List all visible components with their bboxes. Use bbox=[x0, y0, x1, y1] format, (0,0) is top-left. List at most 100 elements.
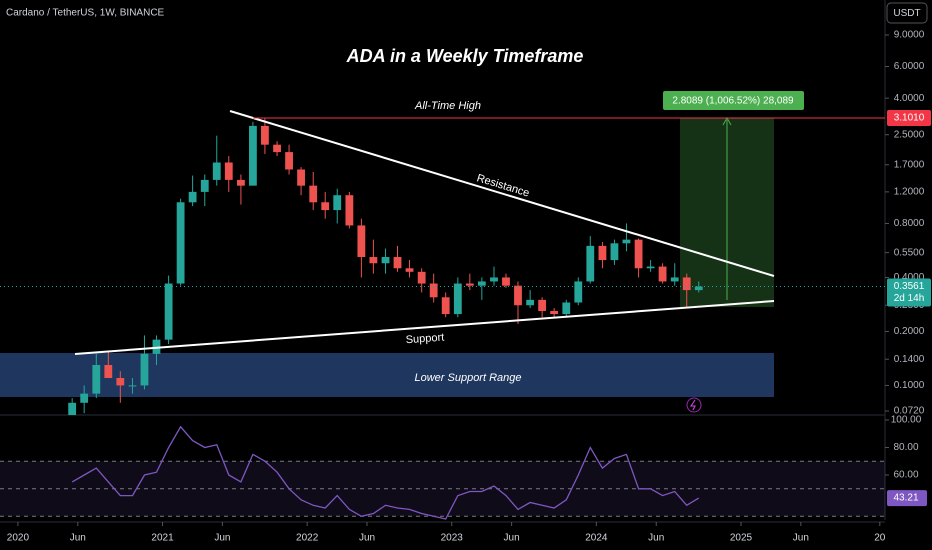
candle-body bbox=[465, 283, 474, 286]
candle-body bbox=[441, 297, 450, 315]
measure-label-box bbox=[663, 91, 804, 110]
y-tick-label: 0.5500 bbox=[894, 247, 925, 258]
candle-body bbox=[646, 266, 655, 269]
x-tick-label: 2021 bbox=[151, 533, 174, 544]
x-tick-label: Jun bbox=[359, 533, 375, 544]
rsi-tick-label: 100.00 bbox=[891, 415, 922, 426]
candle-body bbox=[116, 377, 125, 386]
y-tick-label: 0.4000 bbox=[894, 272, 925, 283]
candle-body bbox=[562, 302, 571, 315]
lower-support-band bbox=[0, 353, 774, 397]
support-line bbox=[74, 300, 775, 355]
y-tick-label: 9.0000 bbox=[894, 30, 925, 41]
x-tick-label: 2025 bbox=[730, 533, 753, 544]
chart-title: ADA in a Weekly Timeframe bbox=[346, 46, 584, 66]
support-label: Support bbox=[405, 332, 444, 347]
y-tick-label: 0.1400 bbox=[894, 354, 925, 365]
x-tick-label: 2022 bbox=[296, 533, 319, 544]
y-tick-label: 6.0000 bbox=[894, 61, 925, 72]
candle-body bbox=[273, 144, 281, 153]
candle-body bbox=[249, 125, 257, 186]
candle-body bbox=[477, 281, 486, 286]
candle-body bbox=[502, 277, 510, 286]
candle-body bbox=[68, 402, 77, 415]
candle-body bbox=[212, 162, 221, 180]
candle-body bbox=[152, 339, 161, 354]
x-tick-label: Jun bbox=[504, 533, 520, 544]
candle-body bbox=[622, 239, 631, 244]
candle-body bbox=[514, 285, 522, 306]
candle-body bbox=[357, 225, 366, 258]
y-tick-label: 0.2000 bbox=[894, 326, 925, 337]
candle-body bbox=[176, 202, 185, 284]
candle-body bbox=[429, 283, 438, 298]
candle-body bbox=[345, 195, 354, 226]
candle-body bbox=[682, 277, 691, 291]
y-tick-label: 0.0720 bbox=[894, 406, 925, 417]
candle-body bbox=[658, 266, 667, 282]
candle-body bbox=[237, 179, 245, 186]
candle-body bbox=[297, 169, 305, 186]
candle-body bbox=[80, 393, 89, 403]
last-price-box bbox=[887, 278, 931, 307]
event-icon[interactable] bbox=[686, 397, 702, 413]
candle-body bbox=[694, 286, 703, 291]
candle-body bbox=[610, 243, 619, 261]
candle-body bbox=[140, 353, 149, 386]
candle-body bbox=[574, 281, 583, 303]
candle-body bbox=[261, 125, 269, 145]
candle-body bbox=[224, 162, 233, 180]
candle-body bbox=[393, 257, 402, 269]
candle-body bbox=[128, 385, 137, 387]
x-tick-label: Jun bbox=[214, 533, 230, 544]
candle-body bbox=[104, 364, 113, 378]
x-tick-label: 2020 bbox=[7, 533, 30, 544]
event-icon-bolt bbox=[690, 399, 696, 411]
candle-body bbox=[200, 179, 209, 192]
candle-body bbox=[309, 185, 318, 203]
candle-body bbox=[634, 239, 643, 269]
candle-body bbox=[417, 271, 426, 284]
countdown-label: 2d 14h bbox=[894, 293, 925, 304]
y-tick-label: 4.0000 bbox=[894, 93, 925, 104]
candle-body bbox=[92, 364, 101, 394]
ath-price-label: 3.1010 bbox=[894, 113, 925, 124]
candle-body bbox=[405, 268, 414, 272]
candle-body bbox=[164, 283, 173, 340]
candle-body bbox=[333, 195, 342, 211]
candle-body bbox=[381, 257, 390, 264]
x-tick-label: 20 bbox=[874, 533, 886, 544]
x-tick-label: Jun bbox=[793, 533, 809, 544]
resistance-line bbox=[229, 110, 775, 277]
x-tick-label: Jun bbox=[70, 533, 86, 544]
ath-label: All-Time High bbox=[414, 100, 481, 112]
y-tick-label: 1.2000 bbox=[894, 187, 925, 198]
candle-body bbox=[598, 245, 607, 261]
candle-body bbox=[285, 152, 293, 170]
x-tick-label: Jun bbox=[648, 533, 664, 544]
currency-button[interactable] bbox=[886, 2, 928, 24]
last-price-label: 0.3561 bbox=[894, 281, 925, 292]
y-tick-label: 0.8000 bbox=[894, 218, 925, 229]
rsi-line bbox=[71, 425, 700, 520]
ath-price-box bbox=[887, 109, 931, 126]
candle-body bbox=[369, 257, 378, 264]
rsi-tick-label: 80.00 bbox=[893, 442, 918, 453]
x-tick-label: 2023 bbox=[441, 533, 464, 544]
candles bbox=[68, 117, 703, 415]
measure-label: 2.8089 (1,006.52%) 28,089 bbox=[672, 96, 794, 107]
candle-body bbox=[453, 283, 462, 315]
candle-body bbox=[550, 311, 559, 315]
rsi-current-box bbox=[887, 490, 927, 507]
candle-body bbox=[321, 202, 330, 211]
candle-body bbox=[670, 277, 679, 282]
candle-body bbox=[586, 245, 595, 282]
candle-body bbox=[526, 299, 535, 306]
y-tick-label: 0.1000 bbox=[894, 380, 925, 391]
currency-button-label[interactable]: USDT bbox=[893, 8, 920, 19]
rsi-current-label: 43.21 bbox=[893, 493, 918, 504]
rsi-tick-label: 60.00 bbox=[893, 470, 918, 481]
candle-body bbox=[490, 277, 498, 282]
